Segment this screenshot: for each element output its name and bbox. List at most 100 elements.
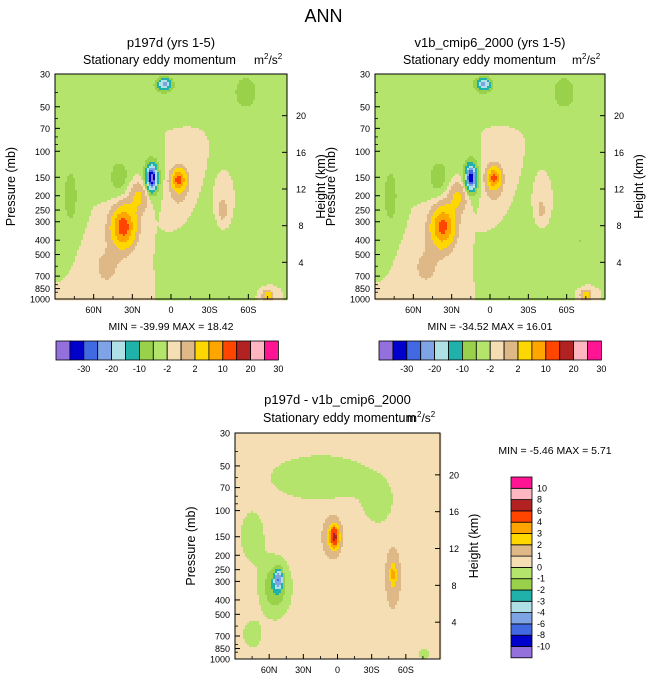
contour-cell bbox=[281, 583, 284, 586]
contour-cell bbox=[235, 649, 422, 652]
contour-cell bbox=[173, 80, 240, 83]
contour-cell bbox=[55, 230, 86, 233]
contour-cell bbox=[265, 579, 272, 582]
contour-cell bbox=[449, 214, 456, 217]
contour-cell bbox=[175, 184, 184, 187]
contour-cell bbox=[431, 178, 446, 181]
contour-cell bbox=[397, 571, 402, 574]
contour-cell bbox=[123, 204, 140, 207]
contour-cell bbox=[89, 216, 108, 219]
contour-cell bbox=[389, 573, 392, 576]
contour-cell bbox=[241, 541, 266, 544]
contour-cell bbox=[501, 192, 516, 195]
contour-cell bbox=[235, 519, 244, 522]
contour-cell bbox=[151, 164, 154, 167]
contour-cell bbox=[179, 202, 198, 205]
contour-cell bbox=[485, 186, 490, 189]
height-tick-label: 12 bbox=[296, 185, 306, 195]
contour-cell bbox=[169, 186, 172, 189]
contour-cell bbox=[261, 631, 442, 634]
contour-cell bbox=[375, 150, 482, 153]
contour-cell bbox=[467, 170, 470, 173]
contour-cell bbox=[55, 190, 66, 193]
contour-cell bbox=[281, 617, 442, 620]
contour-cell bbox=[463, 212, 476, 215]
contour-cell bbox=[165, 148, 210, 151]
contour-cell bbox=[439, 226, 448, 229]
contour-cell bbox=[375, 136, 482, 139]
contour-cell bbox=[337, 515, 368, 518]
contour-cell bbox=[467, 180, 470, 183]
contour-cell bbox=[431, 176, 446, 179]
contour-cell bbox=[157, 172, 160, 175]
contour-cell bbox=[155, 288, 260, 291]
contour-cell bbox=[555, 88, 574, 91]
contour-cell bbox=[161, 210, 194, 213]
contour-cell bbox=[409, 214, 428, 217]
contour-cell bbox=[235, 471, 274, 474]
contour-cell bbox=[479, 200, 514, 203]
contour-cell bbox=[385, 477, 442, 480]
contour-cell bbox=[455, 234, 460, 237]
contour-cell bbox=[469, 166, 474, 169]
contour-cell bbox=[329, 541, 332, 544]
contour-cell bbox=[287, 563, 386, 566]
contour-cell bbox=[473, 180, 476, 183]
contour-cell bbox=[375, 240, 402, 243]
contour-cell bbox=[103, 254, 130, 257]
legend-swatch bbox=[55, 340, 71, 361]
contour-cell bbox=[129, 192, 136, 195]
contour-cell bbox=[155, 178, 158, 181]
contour-cell bbox=[395, 573, 398, 576]
legend-label: -2 bbox=[537, 585, 545, 595]
contour-cell bbox=[289, 607, 392, 610]
contour-cell bbox=[269, 601, 282, 604]
contour-cell bbox=[235, 473, 272, 476]
contour-cell bbox=[159, 84, 164, 87]
contour-cell bbox=[479, 176, 482, 179]
contour-cell bbox=[389, 569, 392, 572]
contour-cell bbox=[433, 240, 442, 243]
contour-cell bbox=[513, 198, 532, 201]
contour-cell bbox=[149, 194, 158, 197]
contour-cell bbox=[481, 186, 486, 189]
contour-cell bbox=[453, 196, 462, 199]
contour-cell bbox=[255, 90, 288, 93]
contour-cell bbox=[509, 208, 534, 211]
contour-cell bbox=[165, 164, 176, 167]
contour-cell bbox=[465, 186, 468, 189]
contour-cell bbox=[233, 216, 288, 219]
contour-cell bbox=[467, 190, 470, 193]
contour-cell bbox=[155, 276, 288, 279]
x-tick-label: 30S bbox=[364, 665, 380, 675]
contour-cell bbox=[375, 96, 556, 99]
contour-cell bbox=[477, 82, 480, 85]
contour-cell bbox=[75, 184, 114, 187]
contour-cell bbox=[189, 180, 204, 183]
contour-cell bbox=[213, 192, 236, 195]
contour-cell bbox=[181, 192, 188, 195]
contour-cell bbox=[421, 649, 428, 652]
contour-cell bbox=[531, 198, 554, 201]
contour-cell bbox=[375, 288, 476, 291]
contour-cell bbox=[375, 218, 410, 221]
contour-cell bbox=[75, 202, 102, 205]
contour-cell bbox=[503, 190, 516, 193]
contour-cell bbox=[285, 587, 294, 590]
contour-cell bbox=[65, 208, 76, 211]
units-label: m2/s2 bbox=[407, 410, 436, 425]
contour-cell bbox=[261, 635, 442, 638]
contour-cell bbox=[393, 493, 442, 496]
contour-cell bbox=[431, 206, 440, 209]
contour-cell bbox=[491, 198, 498, 201]
contour-cell bbox=[145, 178, 148, 181]
contour-cell bbox=[375, 144, 482, 147]
contour-cell bbox=[155, 238, 288, 241]
contour-cell bbox=[111, 238, 118, 241]
contour-cell bbox=[507, 212, 534, 215]
contour-cell bbox=[55, 194, 66, 197]
contour-cell bbox=[267, 599, 284, 602]
contour-cell bbox=[461, 218, 504, 221]
contour-cell bbox=[235, 477, 272, 480]
contour-cell bbox=[75, 208, 94, 211]
